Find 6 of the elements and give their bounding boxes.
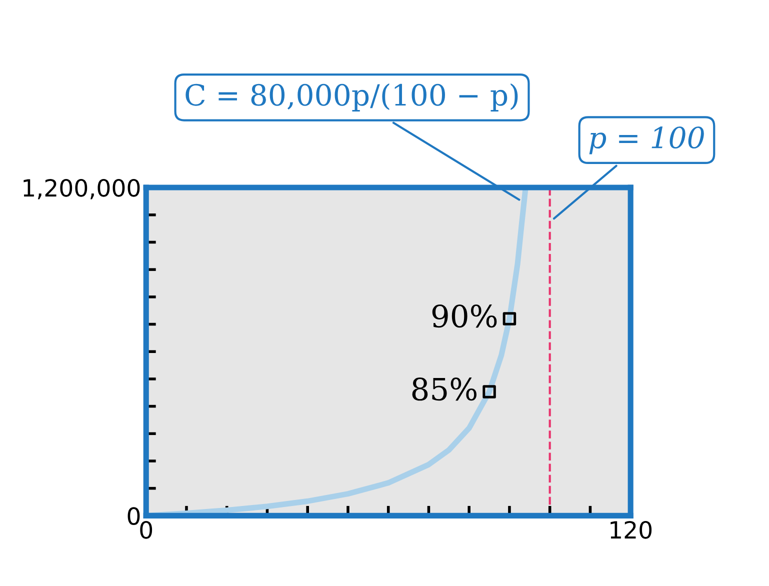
annotation: C = 80,000p/(100 − p) [186,83,518,112]
annotation: 85% [412,378,476,401]
x-tick-label: 120 [610,520,652,539]
y-tick-label: 1,200,000 [24,178,140,200]
annotation: 90% [432,304,497,328]
ref-line-label: p = 100 [589,126,704,154]
